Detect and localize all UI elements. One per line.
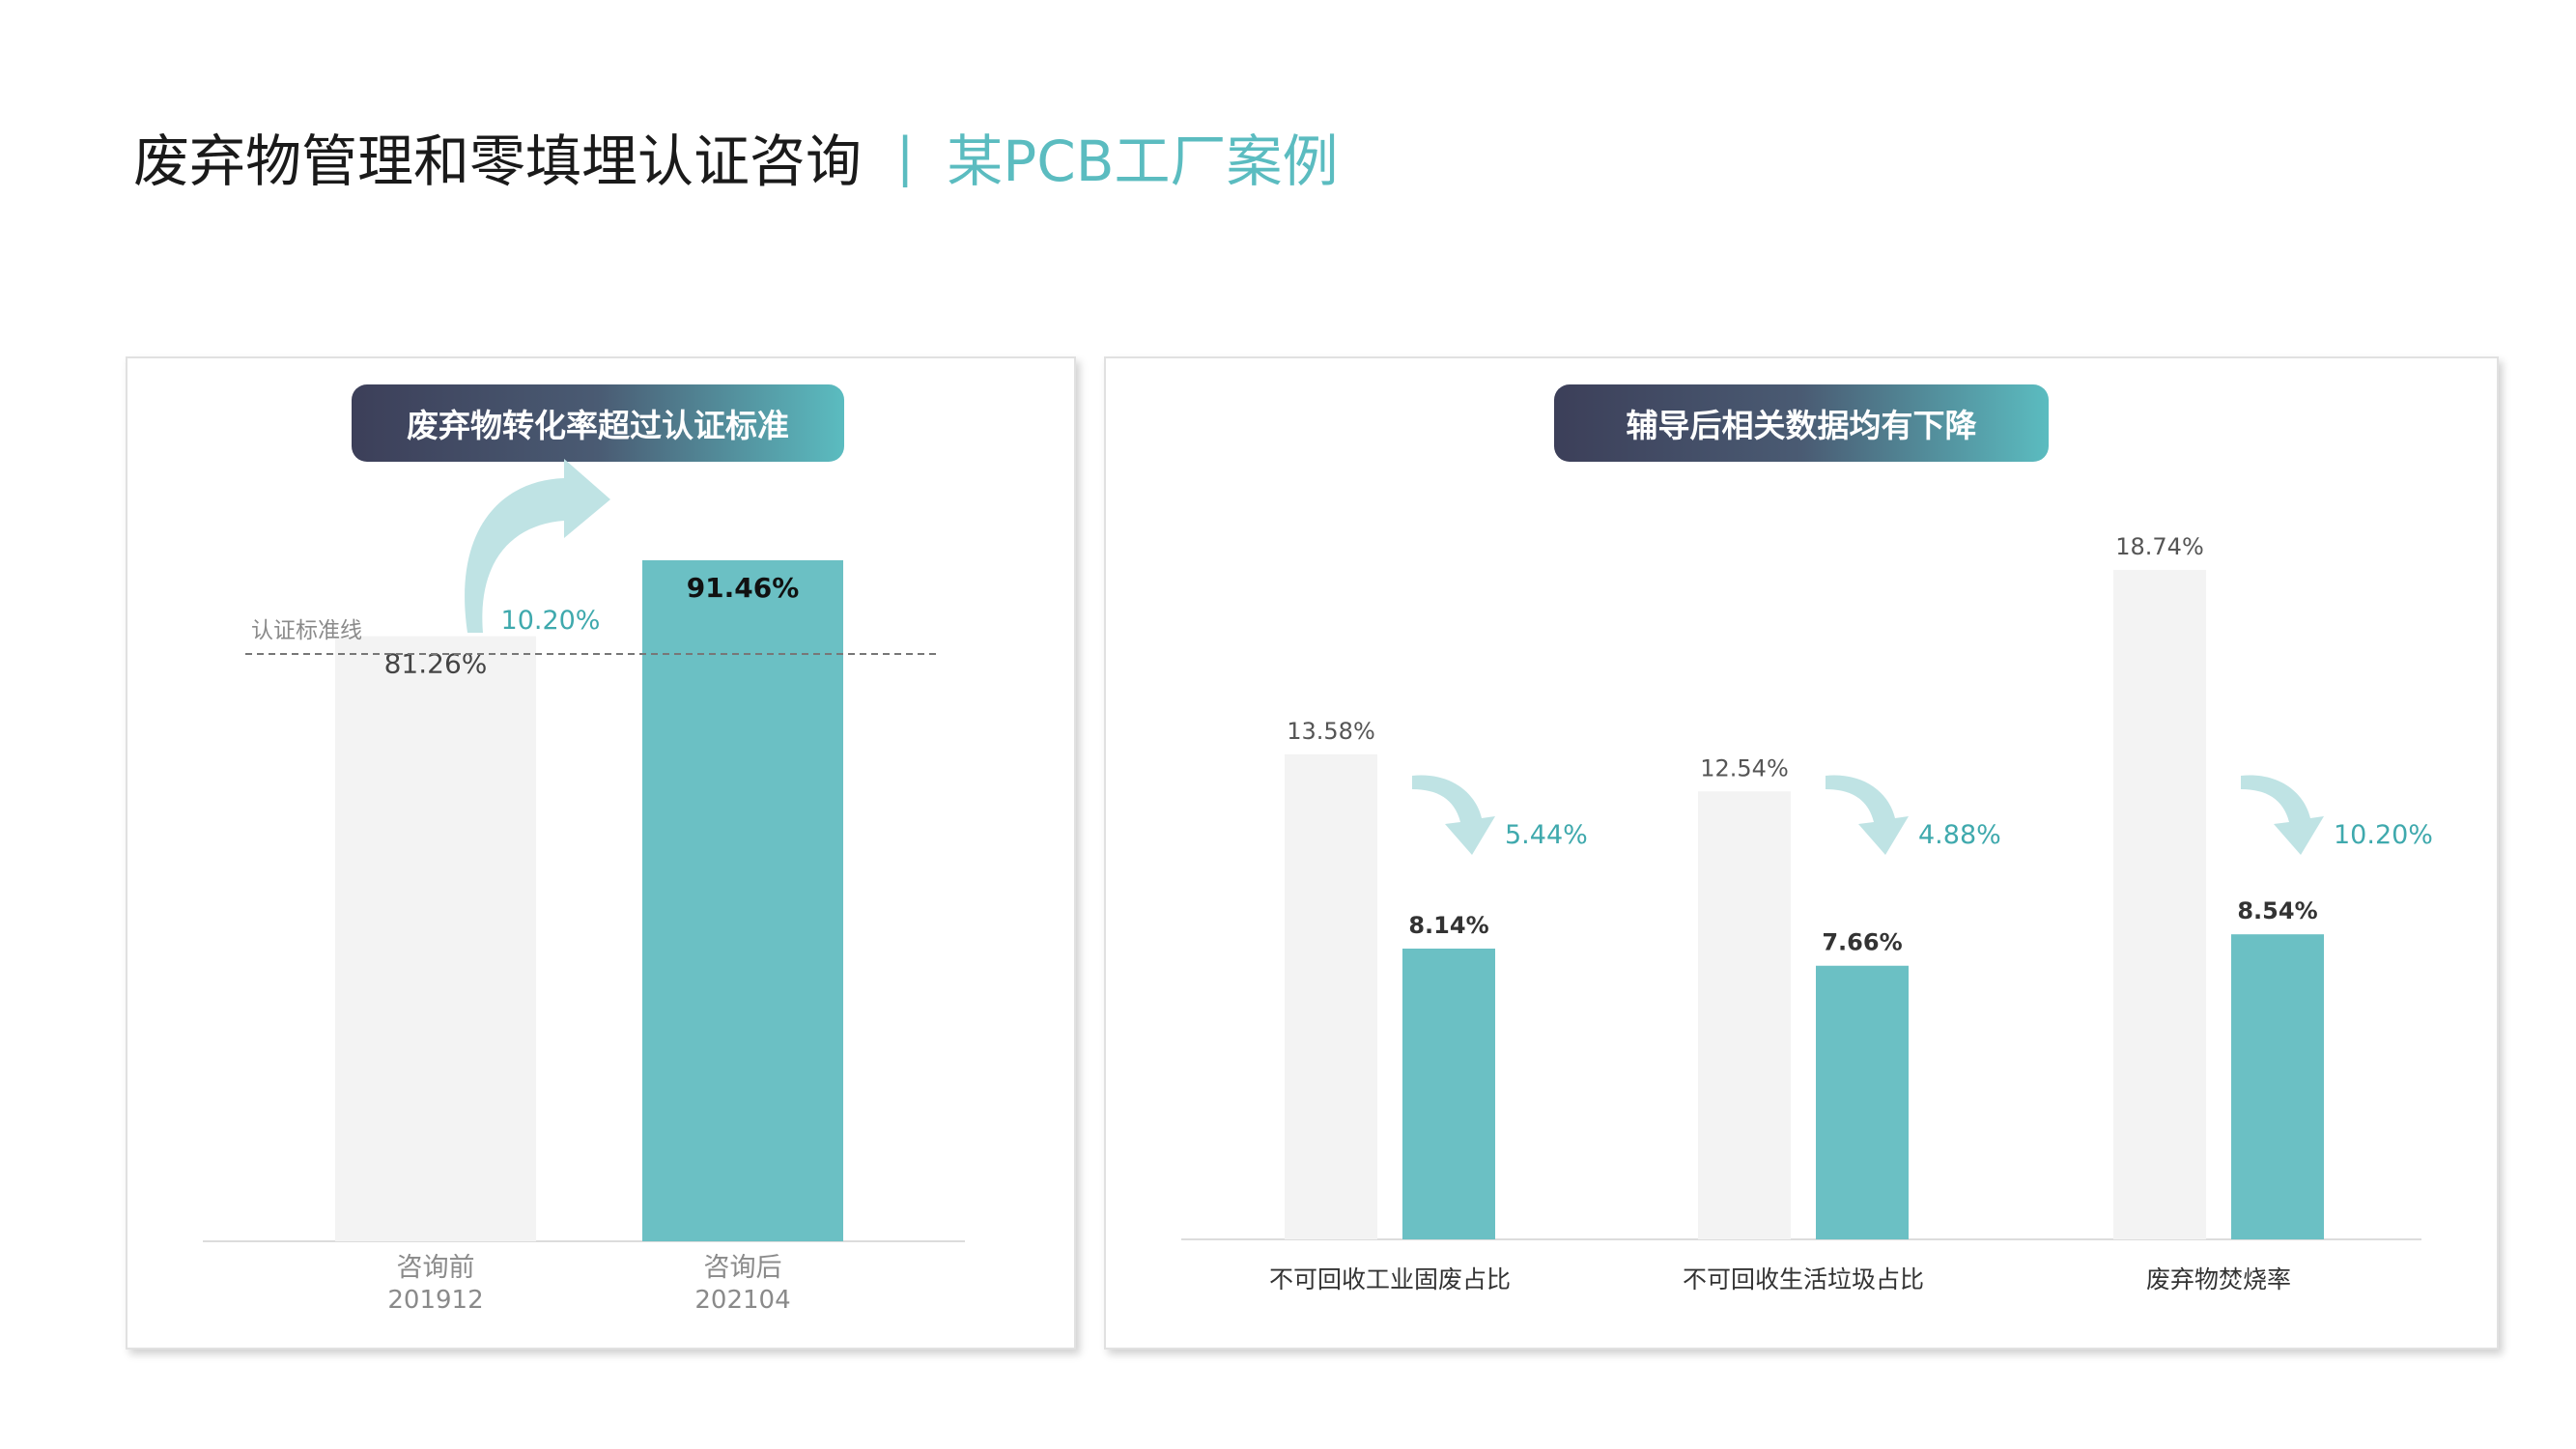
bar-before [1285, 753, 1377, 1239]
decrease-arrow-icon [2241, 775, 2324, 855]
bar-after [642, 560, 843, 1241]
category-sub-label: 202104 [694, 1286, 790, 1315]
bar-after-value-label: 7.66% [1822, 929, 1902, 956]
bar-after-value-label: 8.14% [1408, 912, 1488, 939]
bar-before [1698, 791, 1791, 1239]
category-sub-label: 201912 [387, 1286, 483, 1315]
conversion-rate-chart: 81.26% 咨询前 201912 91.46% 咨询后 202104 认证标准线 10.20… [203, 459, 965, 1315]
conversion-rate-panel: 废弃物转化率超过认证标准 81.26% 咨询前 201912 91.46% 咨询后 202… [126, 356, 1076, 1350]
page-title: 废弃物管理和零填埋认证咨询 [133, 128, 863, 194]
bar-after-value-label: 8.54% [2237, 897, 2317, 924]
decrease-arrow-icon [1826, 775, 1909, 855]
bar-after [1402, 948, 1495, 1239]
change-label: 10.20% [2334, 820, 2433, 850]
title-separator: | [896, 126, 915, 187]
bar-before [2113, 570, 2206, 1239]
category-label: 咨询前 [397, 1253, 475, 1283]
bar-before-value-label: 12.54% [1700, 754, 1789, 781]
reference-line-label: 认证标准线 [251, 618, 362, 643]
bar-before-value-label: 18.74% [2115, 533, 2204, 560]
category-label: 废弃物焚烧率 [2146, 1265, 2291, 1293]
category-label: 咨询后 [704, 1253, 782, 1283]
bar-before [335, 636, 536, 1241]
category-label: 不可回收工业固废占比 [1269, 1265, 1511, 1293]
reduction-chart: 13.58% 8.14% 5.44% 不可回收工业固废占比 12.54% 7.66% 4.8… [1181, 533, 2433, 1293]
change-label: 4.88% [1918, 820, 2001, 850]
bar-after [1816, 965, 1909, 1239]
bar-before-value-label: 13.58% [1287, 718, 1375, 745]
bar-after-value-label: 91.46% [687, 572, 800, 604]
right-panel-title: 辅导后相关数据均有下降 [1554, 384, 2049, 462]
reduction-panel: 辅导后相关数据均有下降 13.58% 8.14% 5.44% 不可回收工业固废占比 12… [1104, 356, 2499, 1350]
increase-arrow-icon [465, 459, 610, 633]
bar-after [2231, 934, 2324, 1239]
page-header: 废弃物管理和零填埋认证咨询 | 某PCB工厂案例 [133, 118, 1338, 195]
bar-before-value-label: 81.26% [384, 648, 488, 680]
change-label: 10.20% [501, 606, 601, 636]
change-label: 5.44% [1505, 820, 1588, 850]
category-label: 不可回收生活垃圾占比 [1683, 1265, 1924, 1293]
decrease-arrow-icon [1412, 775, 1495, 855]
left-panel-title: 废弃物转化率超过认证标准 [352, 384, 844, 462]
page-subtitle: 某PCB工厂案例 [947, 128, 1339, 194]
